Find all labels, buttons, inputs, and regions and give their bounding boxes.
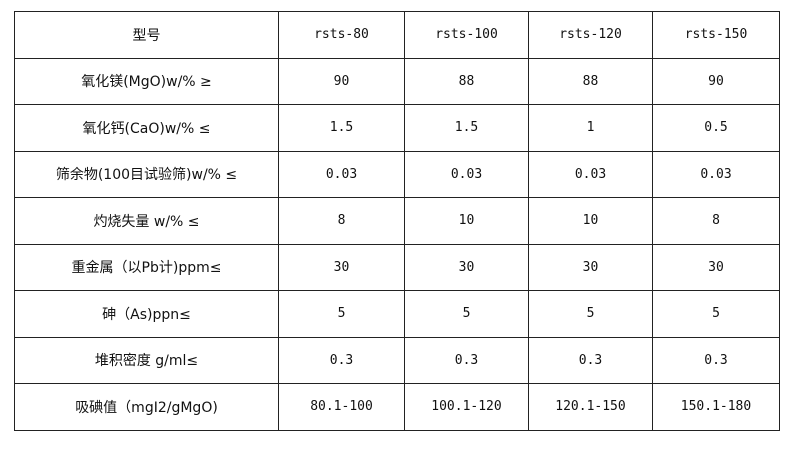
value-cell: 10 — [404, 197, 529, 245]
value-cell: 0.03 — [652, 150, 780, 198]
value-cell: 30 — [652, 243, 780, 291]
table-row: 灼烧失量 w/% ≤8 10 10 8 — [14, 197, 780, 245]
table-row: 砷（As)ppn≤ 5 5 5 5 — [14, 290, 780, 338]
row-label-cell: 砷（As)ppn≤ — [14, 290, 279, 338]
row-label-cell: 氧化镁(MgO)w/% ≥ — [14, 57, 279, 105]
value-cell: 8 — [652, 197, 780, 245]
table-row: 氧化钙(CaO)w/% ≤1.5 1.5 1 0.5 — [14, 104, 780, 152]
value-cell: 90 — [652, 57, 780, 105]
header-cell-model: 型号 — [14, 11, 279, 59]
table-row: 氧化镁(MgO)w/% ≥90 88 88 90 — [14, 57, 780, 105]
row-label-cell: 灼烧失量 w/% ≤ — [14, 197, 279, 245]
value-cell: 0.3 — [278, 336, 405, 384]
row-label-cell: 氧化钙(CaO)w/% ≤ — [14, 104, 279, 152]
value-cell: 5 — [404, 290, 529, 338]
row-label-cell: 筛余物(100目试验筛)w/% ≤ — [14, 150, 279, 198]
header-cell-rsts-120: rsts-120 — [528, 11, 653, 59]
value-cell: 1.5 — [404, 104, 529, 152]
value-cell: 0.3 — [528, 336, 653, 384]
value-cell: 0.3 — [652, 336, 780, 384]
table-row: 吸碘值（mgI2/gMgO) 80.1-100 100.1-120 120.1-150… — [14, 383, 780, 431]
value-cell: 30 — [528, 243, 653, 291]
value-cell: 0.03 — [404, 150, 529, 198]
row-label-cell: 吸碘值（mgI2/gMgO) — [14, 383, 279, 431]
value-cell: 0.03 — [528, 150, 653, 198]
value-cell: 120.1-150 — [528, 383, 653, 431]
value-cell: 0.03 — [278, 150, 405, 198]
header-cell-rsts-150: rsts-150 — [652, 11, 780, 59]
value-cell: 1 — [528, 104, 653, 152]
table-row: 筛余物(100目试验筛)w/% ≤0.03 0.03 0.03 0.03 — [14, 150, 780, 198]
value-cell: 150.1-180 — [652, 383, 780, 431]
header-cell-rsts-80: rsts-80 — [278, 11, 405, 59]
value-cell: 88 — [404, 57, 529, 105]
row-label-cell: 堆积密度 g/ml≤ — [14, 336, 279, 384]
value-cell: 1.5 — [278, 104, 405, 152]
spec-table: 型号 rsts-80 rsts-100 rsts-120 rsts-150 氧化… — [14, 11, 780, 431]
row-label-cell: 重金属（以Pb计)ppm≤ — [14, 243, 279, 291]
table-row: 重金属（以Pb计)ppm≤ 30 30 30 30 — [14, 243, 780, 291]
value-cell: 8 — [278, 197, 405, 245]
value-cell: 80.1-100 — [278, 383, 405, 431]
value-cell: 30 — [404, 243, 529, 291]
header-row: 型号 rsts-80 rsts-100 rsts-120 rsts-150 — [14, 11, 780, 59]
value-cell: 5 — [652, 290, 780, 338]
table-row: 堆积密度 g/ml≤ 0.3 0.3 0.3 0.3 — [14, 336, 780, 384]
value-cell: 5 — [528, 290, 653, 338]
value-cell: 10 — [528, 197, 653, 245]
value-cell: 100.1-120 — [404, 383, 529, 431]
value-cell: 30 — [278, 243, 405, 291]
header-cell-rsts-100: rsts-100 — [404, 11, 529, 59]
value-cell: 90 — [278, 57, 405, 105]
value-cell: 88 — [528, 57, 653, 105]
value-cell: 5 — [278, 290, 405, 338]
value-cell: 0.5 — [652, 104, 780, 152]
value-cell: 0.3 — [404, 336, 529, 384]
